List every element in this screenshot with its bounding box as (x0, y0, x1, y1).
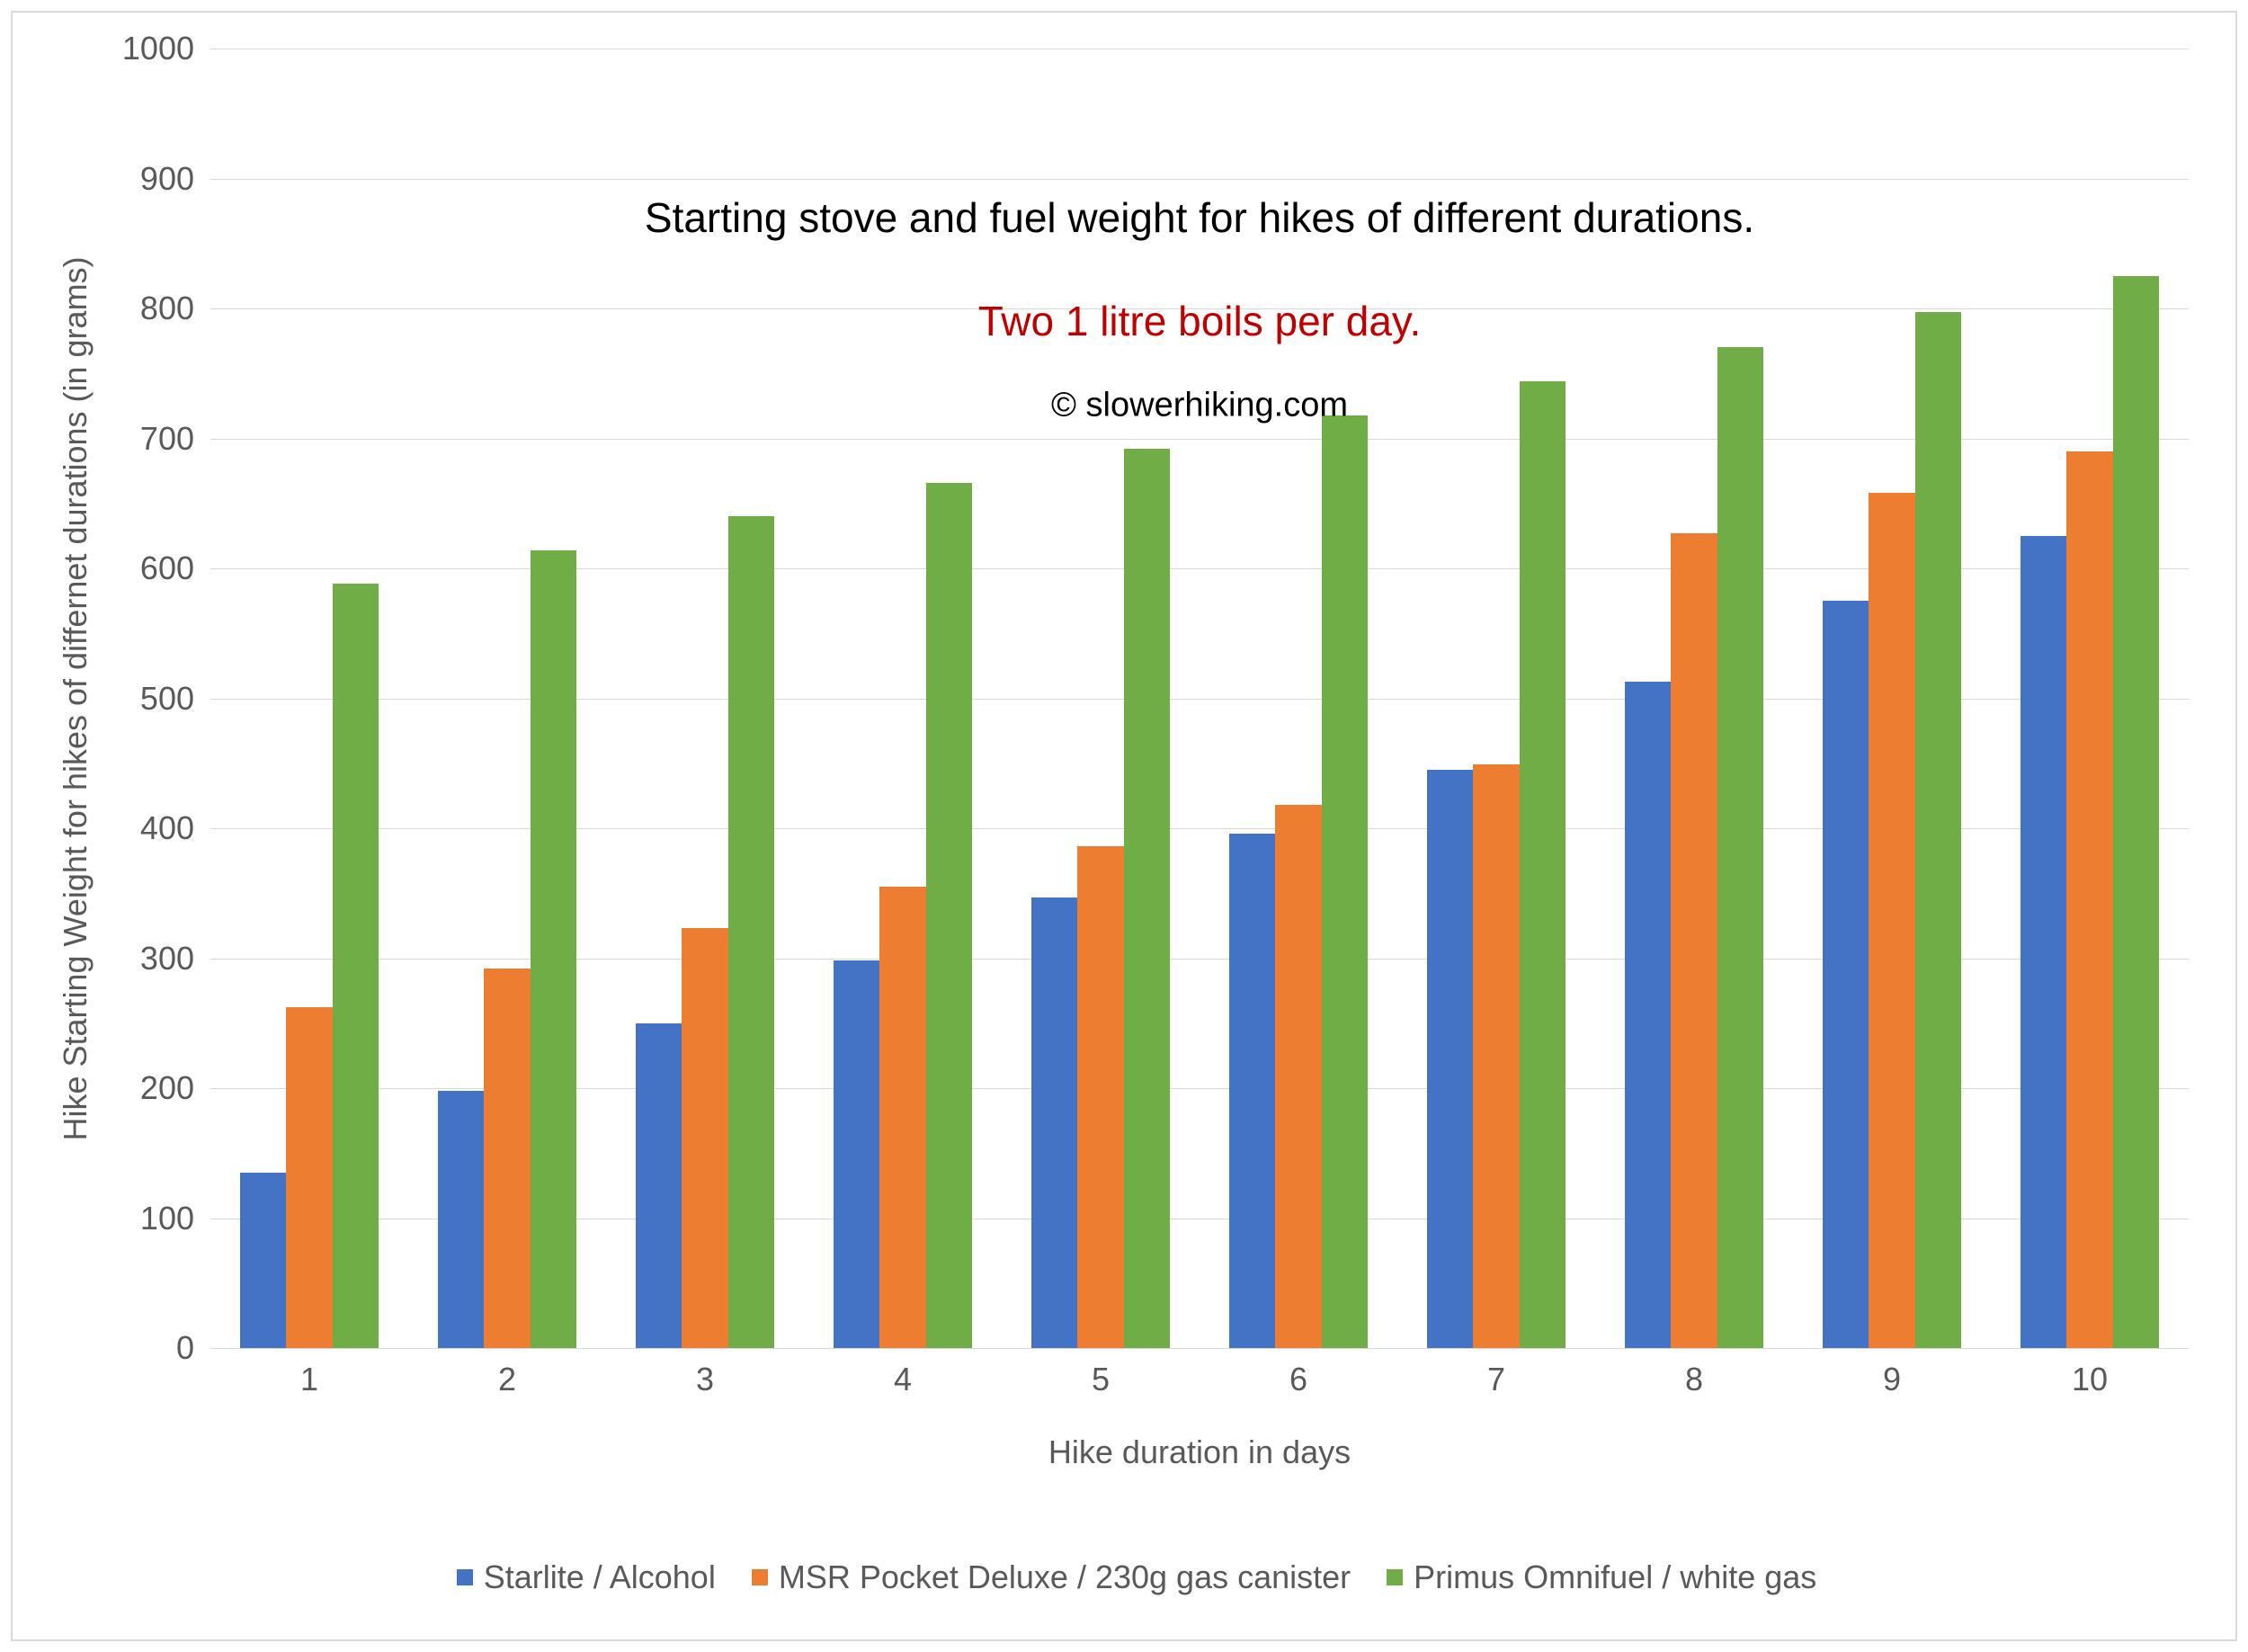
chart-annotation: Two 1 litre boils per day. (978, 297, 1422, 345)
bar (1124, 449, 1170, 1348)
bar (333, 584, 379, 1348)
bar (2066, 451, 2112, 1348)
bar (1915, 312, 1961, 1348)
bar (2021, 536, 2066, 1348)
bar (1520, 381, 1566, 1348)
plot-area: 0100200300400500600700800900100012345678… (210, 49, 2189, 1348)
bar (1869, 493, 1914, 1348)
gridline (210, 1348, 2189, 1349)
y-axis-title: Hike Starting Weight for hikes of differ… (57, 256, 94, 1140)
x-tick-label: 8 (1685, 1361, 1703, 1398)
legend: Starlite / Alcohol MSR Pocket Deluxe / 23… (120, 1541, 2153, 1613)
gridline (210, 439, 2189, 440)
y-tick-label: 600 (140, 549, 194, 587)
x-tick-label: 1 (300, 1361, 318, 1398)
legend-swatch (752, 1569, 768, 1585)
y-tick-label: 1000 (122, 30, 194, 67)
legend-swatch (1387, 1569, 1403, 1585)
bar (286, 1007, 332, 1348)
gridline (210, 179, 2189, 180)
bar (484, 969, 530, 1348)
chart-frame: Hike Starting Weight for hikes of differ… (11, 11, 2237, 1641)
x-tick-label: 4 (894, 1361, 912, 1398)
chart-annotation: Starting stove and fuel weight for hikes… (645, 193, 1754, 242)
legend-label: MSR Pocket Deluxe / 230g gas canister (779, 1558, 1351, 1596)
x-tick-label: 7 (1487, 1361, 1505, 1398)
y-tick-label: 500 (140, 680, 194, 718)
legend-item: Starlite / Alcohol (457, 1558, 716, 1596)
bar (1625, 682, 1671, 1348)
legend-label: Starlite / Alcohol (484, 1558, 716, 1596)
y-tick-label: 0 (176, 1329, 194, 1367)
legend-item: MSR Pocket Deluxe / 230g gas canister (752, 1558, 1351, 1596)
bar (240, 1173, 286, 1348)
bar (1717, 347, 1763, 1348)
bar (879, 887, 925, 1348)
bar (1275, 805, 1321, 1348)
legend-swatch (457, 1569, 473, 1585)
y-tick-label: 100 (140, 1200, 194, 1237)
bar (1229, 834, 1275, 1348)
x-tick-label: 2 (498, 1361, 516, 1398)
bar (1077, 846, 1123, 1348)
bar (728, 516, 774, 1348)
chart-annotation: © slowerhiking.com (1051, 387, 1348, 425)
x-tick-label: 6 (1289, 1361, 1307, 1398)
x-tick-label: 5 (1092, 1361, 1110, 1398)
legend-label: Primus Omnifuel / white gas (1414, 1558, 1816, 1596)
bar (1671, 533, 1717, 1348)
bar (438, 1091, 484, 1348)
bar (2113, 276, 2159, 1348)
y-tick-label: 800 (140, 290, 194, 327)
y-tick-label: 700 (140, 420, 194, 458)
legend-item: Primus Omnifuel / white gas (1387, 1558, 1816, 1596)
y-tick-label: 200 (140, 1069, 194, 1107)
bar (682, 928, 727, 1348)
bar (1031, 897, 1077, 1348)
bar (1473, 764, 1519, 1348)
y-tick-label: 300 (140, 940, 194, 978)
y-tick-label: 900 (140, 160, 194, 198)
bar (926, 483, 972, 1348)
bar (531, 550, 576, 1348)
bar (1427, 770, 1473, 1348)
x-tick-label: 10 (2072, 1361, 2108, 1398)
x-tick-label: 3 (696, 1361, 714, 1398)
bar (636, 1023, 682, 1348)
x-tick-label: 9 (1883, 1361, 1901, 1398)
bar (834, 960, 879, 1348)
bar (1823, 601, 1869, 1348)
y-tick-label: 400 (140, 809, 194, 847)
bar (1322, 415, 1368, 1349)
x-axis-title: Hike duration in days (1048, 1433, 1351, 1471)
